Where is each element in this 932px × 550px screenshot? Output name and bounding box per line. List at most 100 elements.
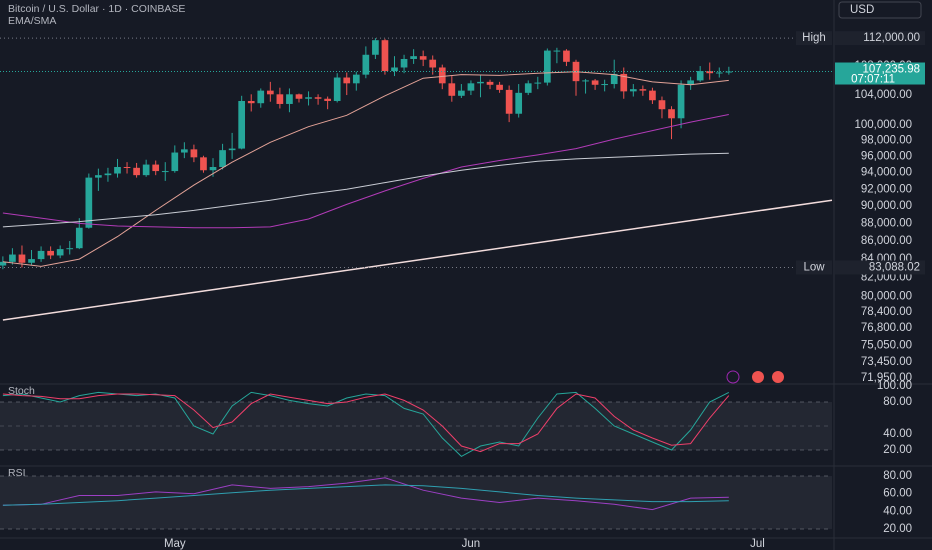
indicator-line bbox=[2, 393, 730, 453]
y-tick-label: 88,000.00 bbox=[861, 217, 912, 229]
indicator-line bbox=[2, 484, 729, 506]
candle-body bbox=[677, 84, 685, 119]
candle-body bbox=[133, 167, 140, 176]
candle-body bbox=[257, 90, 265, 104]
last-price-label: 107,235.98 bbox=[862, 64, 920, 76]
stoch-title: Stoch bbox=[8, 385, 35, 397]
candle-body bbox=[438, 67, 446, 84]
y-tick-label: 80.00 bbox=[883, 470, 912, 482]
currency-label[interactable]: USD bbox=[850, 4, 874, 16]
candle-body bbox=[0, 261, 7, 266]
candle-body bbox=[305, 97, 312, 99]
candle-body bbox=[161, 171, 169, 173]
event-icon[interactable] bbox=[752, 371, 764, 383]
candle-body bbox=[66, 248, 74, 250]
candle-body bbox=[228, 148, 236, 151]
candle-body bbox=[696, 71, 704, 81]
candle-body bbox=[362, 54, 370, 75]
candle-body bbox=[372, 40, 379, 55]
price-tag-box bbox=[835, 260, 925, 275]
y-tick-label: 98,000.00 bbox=[861, 135, 912, 147]
candle-body bbox=[391, 67, 398, 72]
plot-layer bbox=[0, 37, 833, 530]
candle-body bbox=[209, 167, 217, 171]
candle-body bbox=[400, 58, 408, 68]
y-tick-label: 80,000.00 bbox=[861, 291, 912, 303]
indicator-line bbox=[2, 391, 730, 458]
y-tick-label: 82,000.00 bbox=[861, 272, 912, 284]
moving-average-line bbox=[2, 199, 833, 321]
candle-body bbox=[9, 254, 16, 262]
currency-button[interactable] bbox=[838, 1, 922, 19]
candle-body bbox=[295, 94, 303, 99]
y-tick-label: 76,800.00 bbox=[861, 322, 912, 334]
y-tick-label: 92,000.00 bbox=[861, 183, 912, 195]
candle-body bbox=[238, 100, 246, 149]
price-tag-name-box bbox=[796, 260, 832, 275]
candle-body bbox=[266, 90, 274, 95]
y-tick-label: 90,000.00 bbox=[861, 200, 912, 212]
event-icon[interactable] bbox=[726, 370, 740, 384]
price-tag-name: Low bbox=[803, 262, 825, 274]
candle-body bbox=[553, 50, 561, 52]
candle-body bbox=[47, 250, 54, 256]
candle-body bbox=[706, 71, 714, 74]
candle-body bbox=[620, 73, 628, 92]
candle-body bbox=[524, 83, 532, 93]
price-tag-box bbox=[835, 31, 925, 46]
x-tick-label: Jul bbox=[750, 538, 765, 550]
y-tick-label: 96,000.00 bbox=[861, 151, 912, 163]
candle-body bbox=[56, 249, 64, 256]
candle-body bbox=[352, 74, 360, 84]
y-tick-label: 60.00 bbox=[883, 488, 912, 500]
y-tick-label: 80.00 bbox=[883, 396, 912, 408]
candle-body bbox=[333, 77, 341, 101]
candle-body bbox=[314, 97, 322, 99]
candle-body bbox=[75, 227, 83, 249]
y-tick-label: 71,950.00 bbox=[861, 372, 912, 384]
candle-body bbox=[85, 177, 93, 228]
last-price-box bbox=[835, 62, 925, 85]
candle-body bbox=[152, 164, 160, 172]
y-tick-label: 20.00 bbox=[883, 444, 912, 456]
candle-body bbox=[448, 83, 456, 96]
y-tick-label: 75,050.00 bbox=[861, 340, 912, 352]
moving-average-line bbox=[2, 114, 729, 229]
y-tick-label: 100.00 bbox=[877, 380, 912, 392]
candle-body bbox=[114, 167, 121, 174]
candle-body bbox=[649, 90, 656, 101]
candle-body bbox=[486, 81, 494, 85]
price-tag-label: 112,000.00 bbox=[863, 32, 920, 44]
x-tick-label: Jun bbox=[462, 538, 481, 550]
candle-body bbox=[496, 84, 503, 90]
candle-body bbox=[601, 84, 608, 86]
candle-body bbox=[515, 92, 523, 114]
candle-body bbox=[18, 254, 26, 263]
y-tick-label: 86,000.00 bbox=[861, 235, 912, 247]
rsi-title: RSI bbox=[8, 467, 26, 479]
indicator-band bbox=[0, 476, 832, 529]
candle-body bbox=[658, 100, 666, 110]
candle-body bbox=[200, 157, 207, 171]
event-icon[interactable] bbox=[772, 371, 784, 383]
candle-body bbox=[247, 100, 255, 104]
y-tick-label: 20.00 bbox=[883, 523, 912, 535]
moving-average-line bbox=[2, 71, 729, 267]
y-tick-label: 100,000.00 bbox=[854, 119, 912, 131]
candle-body bbox=[668, 109, 675, 119]
y-tick-label: 78,400.00 bbox=[861, 306, 912, 318]
y-tick-label: 104,000.00 bbox=[854, 89, 912, 101]
candle-body bbox=[687, 80, 694, 85]
candle-body bbox=[458, 90, 465, 96]
candle-body bbox=[629, 89, 637, 92]
candle-body bbox=[95, 175, 102, 178]
candle-body bbox=[410, 56, 417, 59]
candle-body bbox=[563, 50, 570, 62]
candle-body bbox=[610, 73, 618, 85]
candle-body bbox=[477, 81, 484, 84]
candle-body bbox=[171, 152, 179, 172]
candle-body bbox=[544, 50, 551, 83]
candle-body bbox=[419, 56, 427, 60]
candle-body bbox=[725, 71, 733, 73]
